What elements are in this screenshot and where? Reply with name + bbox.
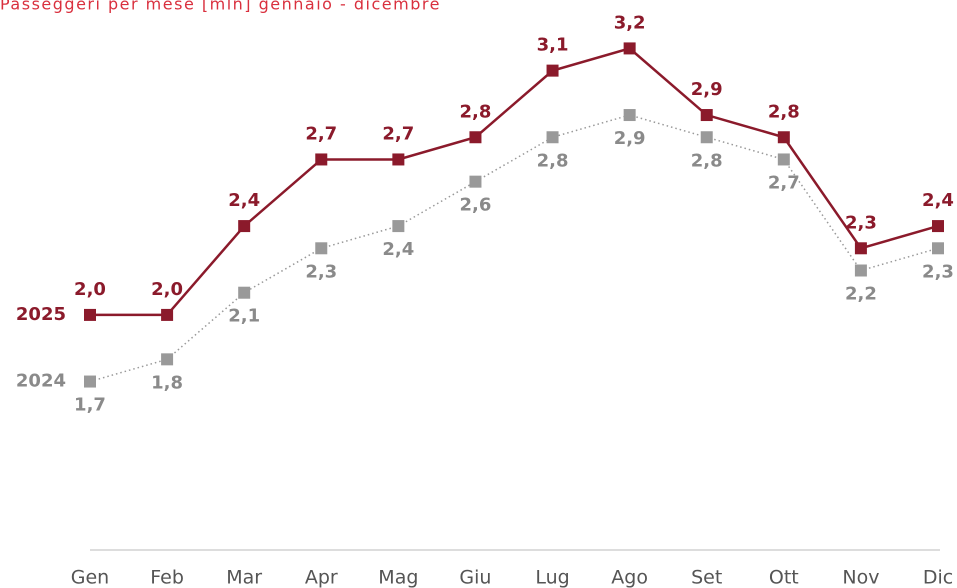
point [469,131,482,144]
data-label: 2,7 [305,123,337,144]
x-tick-label: Mag [378,567,418,588]
point [623,109,636,122]
point [700,109,713,122]
data-label: 1,8 [151,372,183,393]
point [315,242,328,255]
data-label: 2,9 [614,128,646,149]
x-tick-label: Nov [842,567,879,588]
point [854,264,867,277]
point [161,353,174,366]
point [392,220,405,233]
x-tick-label: Dic [923,567,953,588]
point [469,175,482,188]
data-label: 2,8 [691,150,723,171]
chart-title: Passeggeri per mese [mln] gennaio - dice… [0,0,441,14]
point [84,308,96,321]
series-line [89,114,939,383]
data-label: 2,4 [922,190,954,211]
x-tick-label: Apr [305,567,338,588]
point [238,286,251,299]
data-label: 1,7 [74,395,106,416]
data-label: 3,1 [537,35,569,56]
x-tick-label: Ago [611,567,648,588]
x-tick-label: Set [691,567,722,588]
data-label: 2,4 [382,239,414,260]
data-label: 2,2 [845,284,877,305]
x-tick-label: Lug [535,567,569,588]
point [777,153,790,166]
data-label: 2,1 [228,306,260,327]
point [854,242,867,255]
data-label: 2,8 [768,101,800,122]
point [84,375,96,388]
data-label: 2,8 [460,101,492,122]
data-label: 2,4 [228,190,260,211]
data-label: 2,9 [691,79,723,100]
x-tick-label: Gen [71,567,109,588]
point [238,220,251,233]
data-label: 2,3 [922,261,954,282]
data-label: 2,8 [537,150,569,171]
point [777,131,790,144]
point [392,153,405,166]
point [546,131,559,144]
data-label: 2,7 [768,172,800,193]
x-tick-label: Ott [769,567,799,588]
data-label: 2,0 [74,279,106,300]
legend-label: 2025 [16,304,66,325]
point [161,308,174,321]
x-tick-label: Giu [459,567,491,588]
x-tick-label: Mar [226,567,262,588]
point [546,64,559,77]
point [623,42,636,55]
point [932,220,944,233]
series-line [90,47,939,317]
data-label: 3,2 [614,12,646,33]
point [315,153,328,166]
data-label: 2,0 [151,279,183,300]
data-label: 2,3 [845,212,877,233]
data-label: 2,3 [305,261,337,282]
data-label: 2,6 [460,195,492,216]
point [932,242,944,255]
x-tick-label: Feb [150,567,184,588]
point [700,131,713,144]
legend-label: 2024 [16,371,66,392]
data-label: 2,7 [382,123,414,144]
